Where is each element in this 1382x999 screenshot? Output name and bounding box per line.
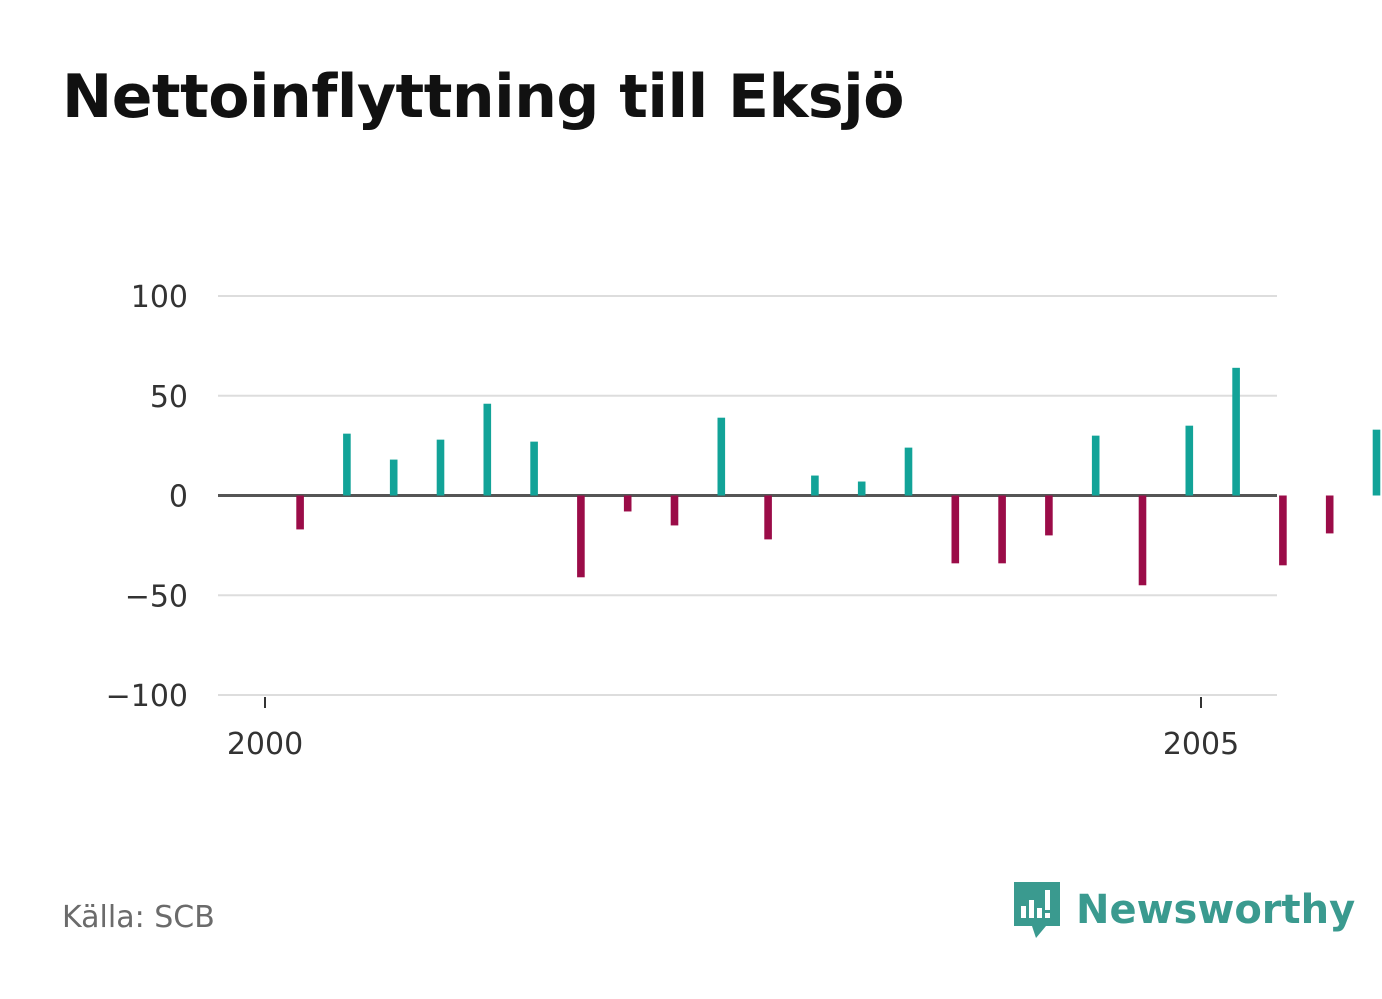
bar xyxy=(1232,367,1240,496)
brand-logo: Newsworthy xyxy=(1012,880,1355,940)
source-label: Källa: SCB xyxy=(62,900,215,935)
bar xyxy=(998,495,1006,564)
bar xyxy=(343,433,351,496)
bar xyxy=(296,495,304,530)
grid-lines xyxy=(218,295,1277,696)
bar xyxy=(389,459,398,496)
bar xyxy=(1045,495,1053,536)
bar xyxy=(764,495,772,540)
bar xyxy=(436,439,445,496)
y-tick-label: 100 xyxy=(131,280,188,315)
x-tick-label: 2005 xyxy=(1163,727,1239,762)
bar xyxy=(1091,435,1100,496)
x-axis-ticks: 200020052010201520202025 xyxy=(227,697,1239,762)
y-axis-ticks: 100 50 0 −50 −100 xyxy=(106,280,188,714)
bars xyxy=(296,367,1381,586)
bar xyxy=(530,441,538,496)
bar xyxy=(577,495,585,578)
bar xyxy=(904,447,913,496)
bar xyxy=(623,495,632,512)
y-tick-label: 0 xyxy=(169,480,188,515)
y-tick-label: −50 xyxy=(125,579,188,614)
bar xyxy=(1325,495,1334,534)
x-tick-label: 2000 xyxy=(227,727,303,762)
bar xyxy=(1372,429,1381,496)
chart-title: Nettoinflyttning till Eksjö xyxy=(62,62,904,132)
bar xyxy=(1279,495,1287,566)
bar xyxy=(857,481,866,496)
bar xyxy=(811,475,819,496)
bar xyxy=(1185,425,1194,496)
newsworthy-logo-icon xyxy=(1014,882,1060,938)
bar xyxy=(717,417,726,496)
bar xyxy=(951,495,960,564)
y-tick-label: −100 xyxy=(106,679,188,714)
bar xyxy=(483,403,492,496)
bar xyxy=(670,495,679,526)
brand-name: Newsworthy xyxy=(1076,887,1356,933)
y-tick-label: 50 xyxy=(150,380,188,415)
bar xyxy=(1138,495,1147,586)
